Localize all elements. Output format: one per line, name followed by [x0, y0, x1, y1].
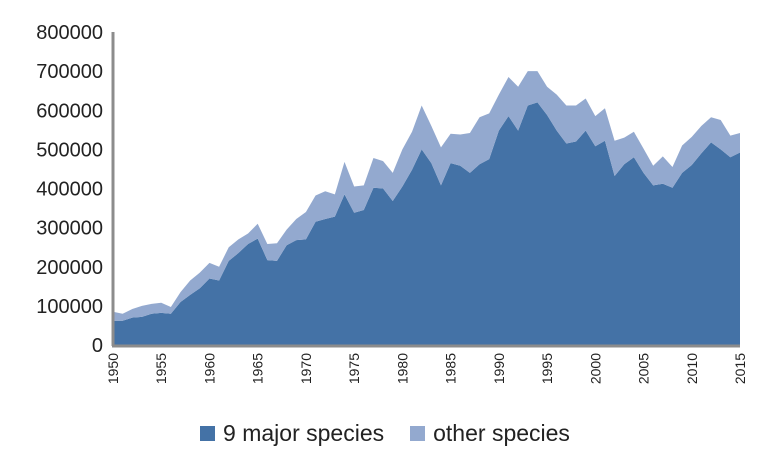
area-9-major-species	[113, 102, 740, 345]
x-tick-label: 1980	[394, 353, 410, 384]
x-axis-ticks: 1950 1955 1960 1965 1970 1975 1980 1985 1990 1995…	[105, 353, 748, 384]
x-tick-label: 1965	[250, 353, 266, 384]
y-tick-label: 800000	[36, 22, 103, 44]
x-tick-label: 2010	[684, 353, 700, 384]
y-tick-label: 100000	[36, 296, 103, 318]
legend-item-other: other species	[410, 420, 570, 447]
legend-item-major: 9 major species	[200, 420, 384, 447]
legend-label-major: 9 major species	[223, 420, 385, 446]
legend-swatch-major	[200, 426, 216, 441]
y-tick-label: 300000	[36, 218, 103, 240]
x-tick-label: 1975	[346, 353, 362, 384]
y-axis-ticks: 0 100000 200000 300000 400000 500000 600000 700…	[36, 22, 103, 357]
y-tick-label: 200000	[36, 257, 103, 279]
legend-label-other: other species	[433, 420, 570, 446]
area-other-species	[113, 71, 740, 321]
legend: 9 major species other species	[0, 420, 770, 447]
x-tick-label: 1960	[201, 353, 217, 384]
legend-swatch-other	[410, 426, 426, 441]
x-tick-label: 1990	[491, 353, 507, 384]
x-tick-label: 1950	[105, 353, 121, 384]
plot-areas	[113, 71, 740, 345]
x-tick-label: 2000	[587, 353, 603, 384]
x-tick-label: 1995	[539, 353, 555, 384]
y-tick-label: 0	[92, 335, 103, 357]
y-tick-label: 600000	[36, 100, 103, 122]
stacked-area-chart: 0 100000 200000 300000 400000 500000 600000 700…	[36, 22, 748, 384]
y-tick-label: 700000	[36, 61, 103, 83]
x-tick-label: 2005	[636, 353, 652, 384]
x-tick-label: 2015	[732, 353, 748, 384]
y-tick-label: 400000	[36, 179, 103, 201]
x-tick-label: 1955	[153, 353, 169, 384]
x-tick-label: 1970	[298, 353, 314, 384]
y-tick-label: 500000	[36, 139, 103, 161]
x-tick-label: 1985	[443, 353, 459, 384]
